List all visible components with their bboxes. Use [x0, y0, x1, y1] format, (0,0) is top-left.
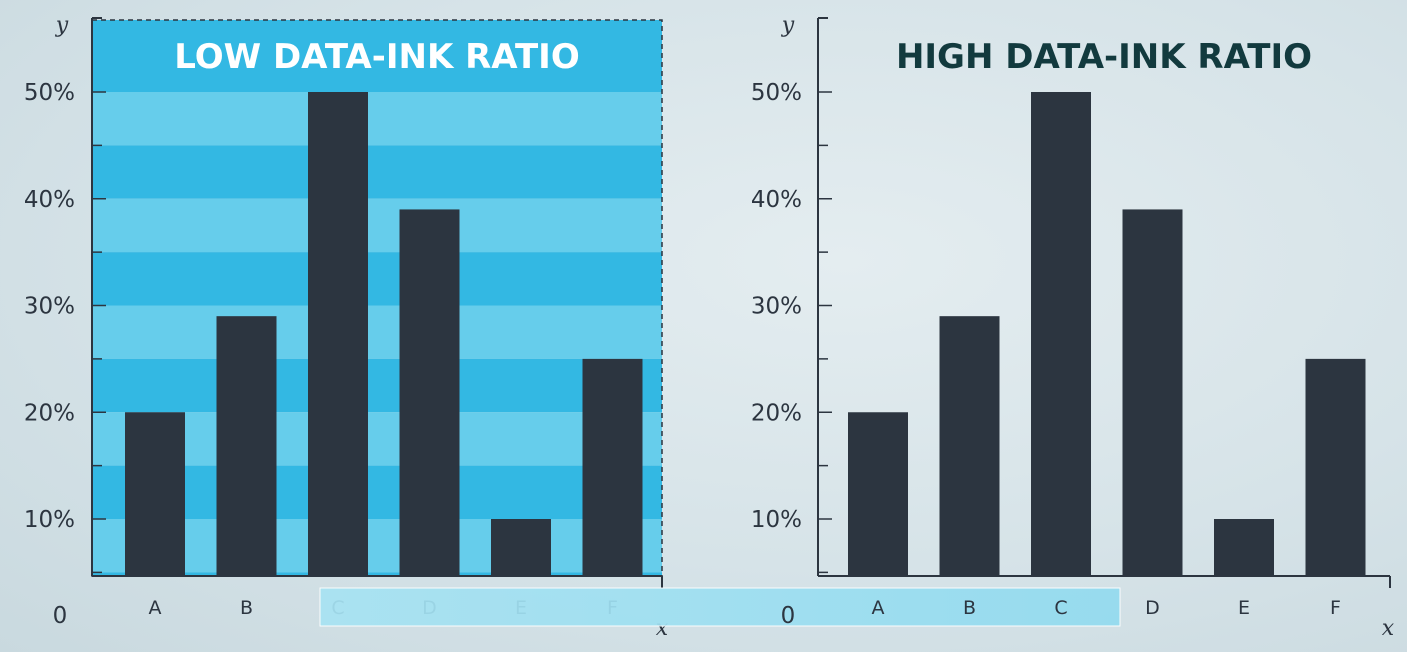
bar-F	[1305, 358, 1366, 576]
y-axis-name: y	[55, 13, 69, 38]
y-tick-label: 10%	[24, 507, 75, 533]
bar-E	[491, 519, 551, 576]
x-tick-label: A	[872, 597, 885, 619]
bar-E	[1214, 519, 1274, 576]
stripe	[92, 572, 662, 576]
highlight-band	[319, 587, 1121, 627]
stripe	[92, 145, 662, 199]
stripe	[92, 198, 662, 253]
bar-F	[582, 358, 643, 576]
stripe	[92, 305, 662, 359]
x-axis-name: x	[1382, 616, 1395, 641]
y-tick-label: 20%	[24, 400, 75, 426]
bar-B	[216, 316, 277, 576]
x-tick-label: A	[149, 597, 162, 619]
bar-C	[1031, 92, 1091, 576]
bar-A	[848, 412, 908, 576]
y-tick-label: 30%	[24, 294, 75, 320]
origin-label: 0	[781, 603, 796, 629]
stripe	[92, 92, 662, 146]
axes-group: A B C D E F 10% 20% 30% 40% 50% 0 x y	[751, 13, 1395, 641]
y-tick-label: 30%	[751, 294, 802, 320]
x-tick-label: E	[1238, 597, 1250, 619]
y-tick-label: 50%	[751, 80, 802, 106]
stripe	[92, 412, 662, 466]
stripe	[92, 358, 662, 413]
bar-C	[308, 92, 368, 576]
y-tick-label: 20%	[751, 400, 802, 426]
chart-title: HIGH DATA-INK RATIO	[896, 37, 1312, 77]
stripe	[92, 252, 662, 306]
bars-group	[848, 92, 1366, 577]
striped-background	[92, 20, 662, 576]
y-axis-name: y	[781, 13, 795, 38]
chart-title: LOW DATA-INK RATIO	[174, 37, 579, 77]
stripe	[92, 465, 662, 519]
y-tick-label: 40%	[24, 187, 75, 213]
bars-group	[125, 92, 643, 577]
x-tick-label: B	[240, 597, 253, 619]
bar-A	[125, 412, 185, 576]
origin-label: 0	[53, 603, 68, 629]
x-tick-label: B	[963, 597, 976, 619]
stripe	[92, 20, 662, 92]
y-tick-label: 50%	[24, 80, 75, 106]
bar-D	[1122, 209, 1183, 577]
high-data-ink-chart: HIGH DATA-INK RATIO A B C D E F 10% 20% 30% 40% 50…	[751, 13, 1395, 641]
bar-B	[939, 316, 1000, 576]
low-data-ink-chart: LOW DATA-INK RATIO ABCDEF10%20%30%40%50%…	[24, 13, 669, 641]
x-tick-label: C	[1054, 597, 1067, 619]
x-tick-label: D	[1145, 597, 1160, 619]
y-tick-label: 40%	[751, 187, 802, 213]
bar-D	[399, 209, 460, 577]
x-tick-label: F	[1330, 597, 1341, 619]
stripe	[92, 519, 662, 573]
y-tick-label: 10%	[751, 507, 802, 533]
